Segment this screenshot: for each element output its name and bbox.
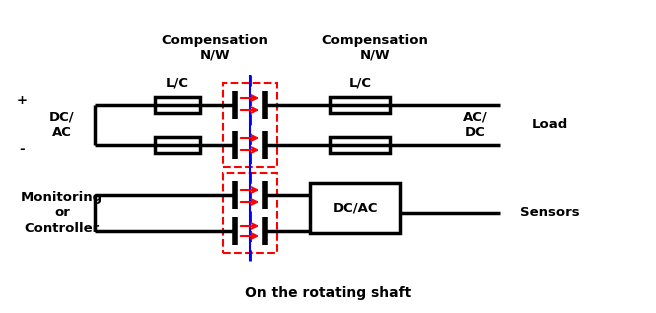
Text: L/C: L/C: [348, 76, 371, 90]
Text: Compensation
N/W: Compensation N/W: [321, 34, 428, 62]
Text: AC/
DC: AC/ DC: [462, 111, 487, 139]
Text: Monitoring
or
Controller: Monitoring or Controller: [21, 192, 103, 234]
Text: +: +: [16, 94, 28, 106]
FancyBboxPatch shape: [330, 137, 390, 153]
Text: DC/
AC: DC/ AC: [49, 111, 75, 139]
Text: L/C: L/C: [166, 76, 189, 90]
FancyBboxPatch shape: [310, 183, 400, 233]
Text: On the rotating shaft: On the rotating shaft: [245, 286, 411, 300]
Text: -: -: [19, 143, 25, 156]
Text: Sensors: Sensors: [520, 207, 580, 219]
Bar: [223, 83, 277, 167]
Bar: [223, 173, 277, 253]
Text: Load: Load: [532, 119, 568, 131]
FancyBboxPatch shape: [155, 137, 200, 153]
FancyBboxPatch shape: [155, 97, 200, 113]
FancyBboxPatch shape: [330, 97, 390, 113]
Text: DC/AC: DC/AC: [332, 202, 378, 214]
Text: Compensation
N/W: Compensation N/W: [161, 34, 268, 62]
